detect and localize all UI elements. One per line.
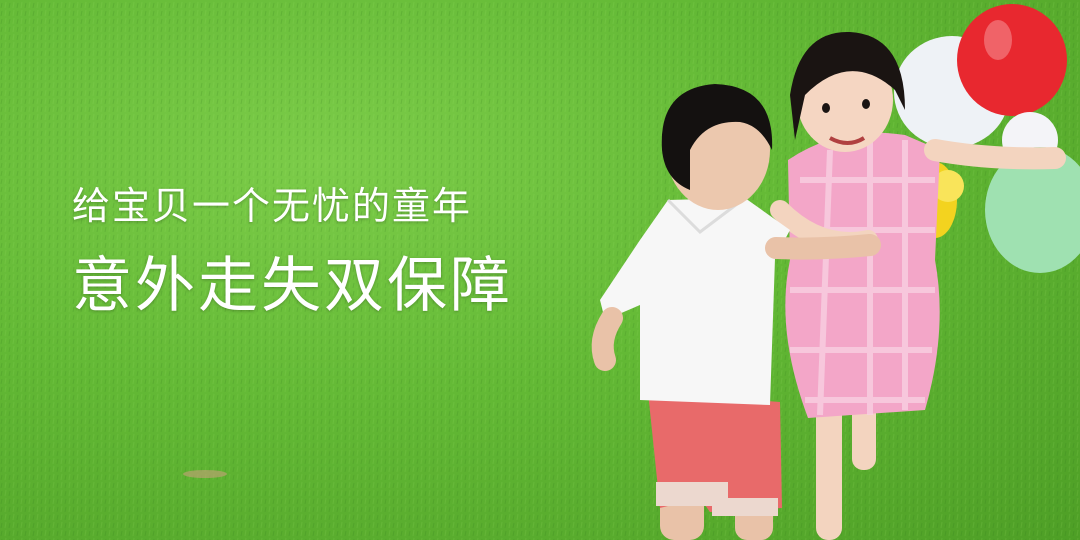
banner-subtitle: 给宝贝一个无忧的童年	[72, 184, 473, 228]
balloon-green	[985, 147, 1080, 273]
banner-title: 意外走失双保障	[72, 251, 513, 321]
balloons	[894, 4, 1080, 273]
girl-running	[770, 31, 1066, 540]
boy-running	[591, 84, 881, 540]
headline: 给宝贝一个无忧的童年 意外走失双保障	[72, 182, 513, 328]
balloon-red	[957, 4, 1067, 116]
